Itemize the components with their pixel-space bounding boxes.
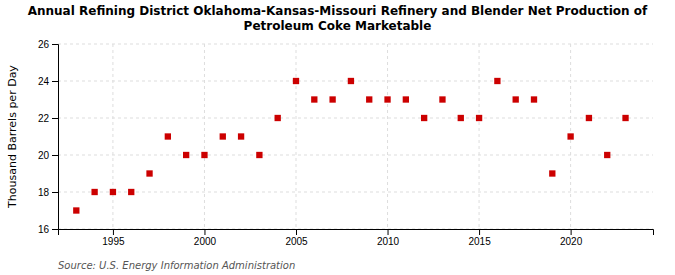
point <box>513 96 519 102</box>
chart: 1995 2000 2005 2010 2015 2020 16 18 20 22 24 26 Thou… <box>0 0 675 275</box>
y-grid-line <box>58 81 653 82</box>
x-axis: 1995 2000 2005 2010 2015 2020 <box>59 229 654 247</box>
point <box>165 133 171 139</box>
x-grid-line <box>479 44 480 229</box>
y-tick-label: 26 <box>38 39 50 50</box>
point <box>256 152 262 158</box>
point <box>604 152 610 158</box>
x-grid-line <box>204 44 205 229</box>
point <box>476 115 482 121</box>
x-grid-line <box>387 44 388 229</box>
y-tick: 24 <box>38 76 58 87</box>
x-tick-label: 2005 <box>285 236 308 247</box>
y-grid-line <box>58 155 653 156</box>
y-axis: 16 18 20 22 24 26 <box>38 39 59 235</box>
x-tick-mark <box>479 229 480 235</box>
x-tick-mark <box>204 229 205 235</box>
y-grid-line <box>58 44 653 45</box>
x-tick-label: 1995 <box>102 236 125 247</box>
y-tick: 20 <box>38 150 58 161</box>
x-tick-label: 2010 <box>377 236 400 247</box>
grid <box>58 44 653 229</box>
point <box>586 115 592 121</box>
point <box>366 96 372 102</box>
point <box>348 78 354 84</box>
point <box>220 133 226 139</box>
x-grid-line <box>112 44 113 229</box>
y-tick-mark <box>52 155 58 156</box>
y-axis-line <box>52 45 59 230</box>
point <box>458 115 464 121</box>
x-tick: 1995 <box>102 229 125 247</box>
y-tick-label: 20 <box>38 150 50 161</box>
x-tick-mark <box>296 229 297 235</box>
point <box>293 78 299 84</box>
title: Annual Refining District Oklahoma-Kansas… <box>28 4 648 33</box>
x-tick: 2010 <box>377 229 400 247</box>
y-grid-line <box>58 118 653 119</box>
y-tick-mark <box>52 192 58 193</box>
y-tick-label: 22 <box>38 113 50 124</box>
point <box>403 96 409 102</box>
x-tick-mark <box>388 229 389 235</box>
point <box>73 207 79 213</box>
point <box>531 96 537 102</box>
y-tick: 18 <box>38 187 58 198</box>
y-tick-mark <box>52 229 58 230</box>
point <box>384 96 390 102</box>
points <box>73 78 629 214</box>
x-tick: 2000 <box>194 229 217 247</box>
y-tick: 22 <box>38 113 58 124</box>
x-tick-label: 2000 <box>194 236 217 247</box>
point <box>549 170 555 176</box>
title-line: Annual Refining District Oklahoma-Kansas… <box>28 4 648 18</box>
point <box>183 152 189 158</box>
y-tick: 26 <box>38 39 58 50</box>
x-tick-mark <box>571 229 572 235</box>
point <box>421 115 427 121</box>
y-axis-label: Thousand Barrels per Day <box>6 65 19 209</box>
point <box>275 115 281 121</box>
y-tick-mark <box>52 44 58 45</box>
point <box>439 96 445 102</box>
point <box>311 96 317 102</box>
y-tick: 16 <box>38 224 58 235</box>
x-tick: 2005 <box>285 229 308 247</box>
y-tick-label: 16 <box>38 224 50 235</box>
y-tick-label: 24 <box>38 76 50 87</box>
x-tick: 2015 <box>468 229 491 247</box>
y-grid-line <box>58 192 653 193</box>
plot-area: 1995 2000 2005 2010 2015 2020 16 18 20 22 24 26 <box>38 39 654 247</box>
x-tick: 2020 <box>560 229 583 247</box>
point <box>494 78 500 84</box>
x-tick-label: 2015 <box>468 236 491 247</box>
x-tick-label: 2020 <box>560 236 583 247</box>
x-tick-mark <box>113 229 114 235</box>
x-grid-line <box>296 44 297 229</box>
point <box>110 189 116 195</box>
y-tick-label: 18 <box>38 187 50 198</box>
point <box>238 133 244 139</box>
point <box>622 115 628 121</box>
point <box>201 152 207 158</box>
annotation: Source: U.S. Energy Information Administ… <box>58 260 295 271</box>
y-tick-mark <box>52 81 58 82</box>
y-tick-mark <box>52 118 58 119</box>
title-line: Petroleum Coke Marketable <box>244 19 432 33</box>
point <box>567 133 573 139</box>
point <box>329 96 335 102</box>
point <box>128 189 134 195</box>
point <box>146 170 152 176</box>
point <box>91 189 97 195</box>
x-axis-line <box>59 230 654 236</box>
